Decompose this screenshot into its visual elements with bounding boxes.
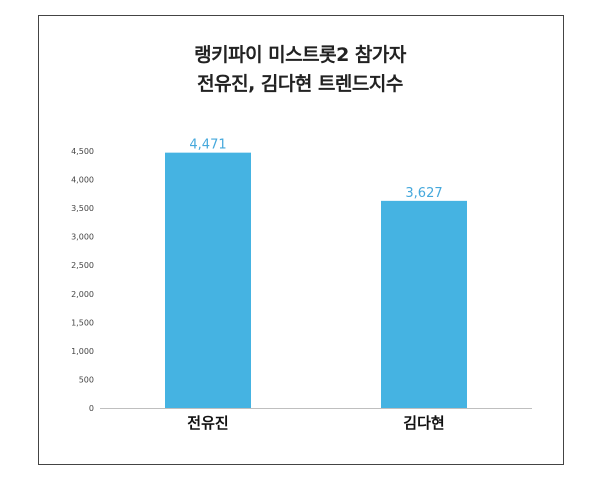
y-tick-label: 3,000 [71, 233, 94, 242]
bar-value-label: 4,471 [189, 138, 226, 153]
chart-title-line-2: 전유진, 김다현 트렌드지수 [197, 73, 403, 95]
y-tick-label: 3,500 [71, 204, 94, 213]
x-category-label: 김다현 [403, 414, 444, 432]
y-tick-label: 500 [79, 375, 94, 384]
y-tick-label: 4,500 [71, 147, 94, 156]
y-tick-label: 2,000 [71, 290, 94, 299]
y-tick-label: 1,500 [71, 318, 94, 327]
chart-frame [38, 15, 564, 465]
y-tick-label: 4,000 [71, 176, 94, 185]
x-category-label: 전유진 [187, 414, 228, 432]
bar-1 [165, 152, 251, 408]
y-tick-label: 1,000 [71, 347, 94, 356]
bar-2 [381, 200, 467, 408]
chart-title-line-1: 랭키파이 미스트롯2 참가자 [194, 44, 406, 66]
bar-value-label: 3,627 [405, 186, 442, 201]
y-tick-label: 2,500 [71, 261, 94, 270]
y-tick-label: 0 [89, 404, 94, 413]
